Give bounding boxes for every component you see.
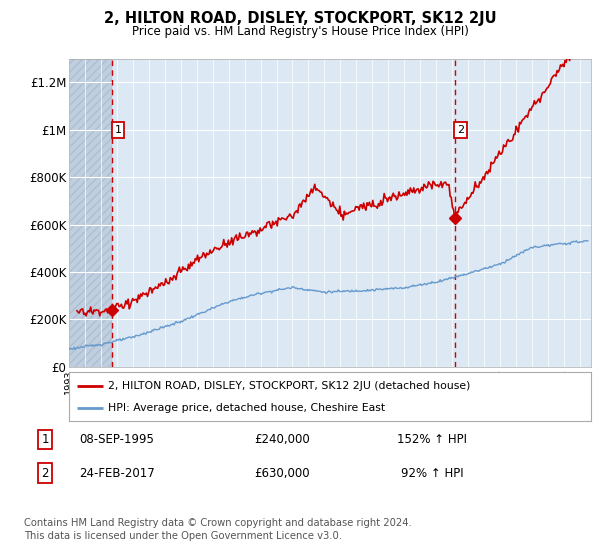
Bar xyxy=(69,59,112,367)
Text: Price paid vs. HM Land Registry's House Price Index (HPI): Price paid vs. HM Land Registry's House … xyxy=(131,25,469,38)
Text: 24-FEB-2017: 24-FEB-2017 xyxy=(79,466,155,480)
Text: 2: 2 xyxy=(457,125,464,135)
Text: Contains HM Land Registry data © Crown copyright and database right 2024.
This d: Contains HM Land Registry data © Crown c… xyxy=(24,518,412,541)
Text: £240,000: £240,000 xyxy=(254,433,310,446)
Text: 1: 1 xyxy=(115,125,121,135)
Text: HPI: Average price, detached house, Cheshire East: HPI: Average price, detached house, Ches… xyxy=(108,403,385,413)
Text: 2, HILTON ROAD, DISLEY, STOCKPORT, SK12 2JU (detached house): 2, HILTON ROAD, DISLEY, STOCKPORT, SK12 … xyxy=(108,381,470,391)
Text: 08-SEP-1995: 08-SEP-1995 xyxy=(80,433,154,446)
Text: £630,000: £630,000 xyxy=(254,466,310,480)
Text: 92% ↑ HPI: 92% ↑ HPI xyxy=(401,466,463,480)
Text: 1: 1 xyxy=(41,433,49,446)
Text: 2: 2 xyxy=(41,466,49,480)
Text: 152% ↑ HPI: 152% ↑ HPI xyxy=(397,433,467,446)
Text: 2, HILTON ROAD, DISLEY, STOCKPORT, SK12 2JU: 2, HILTON ROAD, DISLEY, STOCKPORT, SK12 … xyxy=(104,11,496,26)
